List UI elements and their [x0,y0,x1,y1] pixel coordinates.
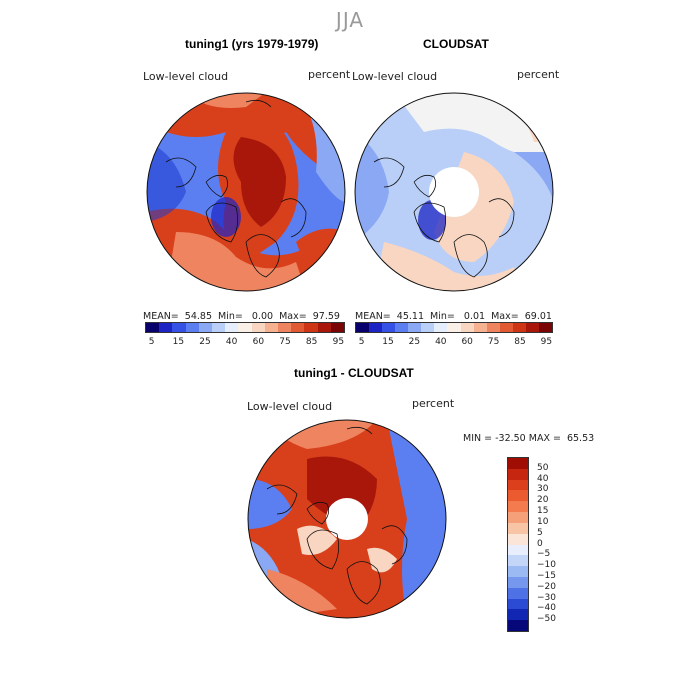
diff-variable-label: Low-level cloud [247,400,333,413]
colorbar-swatch [473,323,487,332]
colorbar-swatch [291,323,305,332]
left-stats: MEAN= 54.85 Min= 0.00 Max= 97.59 [143,311,340,322]
right-colorbar-ticks: 5 15 25 40 60 75 85 95 [355,337,553,349]
colorbar-swatch [508,533,528,545]
colorbar-swatch [508,587,528,599]
colorbar-tick-label: −40 [537,603,556,614]
colorbar-swatch [251,323,265,332]
colorbar-swatch [278,323,292,332]
colorbar-tick-label: 10 [537,516,549,527]
colorbar-tick-label: 40 [225,337,238,347]
right-units-label: percent [517,68,560,81]
colorbar-tick-label: 60 [461,337,473,347]
diff-units-label: percent [412,397,455,410]
left-units-label: percent [308,68,351,81]
colorbar-tick-label: 40 [435,337,447,347]
left-panel-title: tuning1 (yrs 1979-1979) [185,37,319,51]
colorbar-swatch [356,323,370,332]
colorbar-tick-label: −30 [537,592,556,603]
colorbar-swatch [159,323,173,332]
colorbar-tick-label: 20 [537,495,549,506]
colorbar-tick-label: 5 [358,337,365,347]
colorbar-swatch [508,468,528,480]
diff-panel-title: tuning1 - CLOUDSAT [294,366,414,380]
colorbar-tick-label: 60 [252,337,265,347]
colorbar-tick-label: 25 [408,337,421,347]
colorbar-swatch [508,501,528,513]
colorbar-tick-label: −5 [537,549,551,560]
colorbar-swatch [447,323,461,332]
colorbar-tick-label: 0 [537,538,543,549]
colorbar-swatch [264,323,279,332]
colorbar-tick-label: 30 [537,484,549,495]
colorbar-tick-label: 85 [305,337,318,347]
right-polar-map [354,92,554,292]
colorbar-swatch [508,479,528,491]
right-stats: MEAN= 45.11 Min= 0.01 Max= 69.01 [355,311,552,322]
diff-stats: MIN = -32.50 MAX = 65.53 [463,433,595,444]
colorbar-tick-label: 15 [172,337,185,347]
colorbar-tick-label: 15 [382,337,394,347]
diff-polar-map [247,419,447,619]
colorbar-swatch [460,323,474,332]
colorbar-swatch [369,323,383,332]
right-colorbar [355,322,553,333]
colorbar-tick-label: 85 [514,337,526,347]
left-polar-map [146,92,346,292]
colorbar-swatch [225,323,239,332]
colorbar-swatch [499,323,513,332]
colorbar-tick-label: −15 [537,570,556,581]
right-panel-title: CLOUDSAT [423,37,489,51]
colorbar-swatch [525,323,539,332]
colorbar-tick-label: 15 [537,506,549,517]
colorbar-swatch [508,576,528,588]
colorbar-tick-label: −20 [537,581,556,592]
colorbar-swatch [538,323,552,332]
colorbar-swatch [421,323,435,332]
colorbar-swatch [508,512,528,523]
colorbar-swatch [508,490,528,502]
colorbar-tick-label: 25 [199,337,211,347]
right-variable-label: Low-level cloud [352,70,438,83]
diff-colorbar [507,457,529,632]
colorbar-swatch [146,323,160,332]
colorbar-tick-label: 5 [148,337,155,347]
colorbar-swatch [317,323,331,332]
colorbar-tick-label: −10 [537,560,556,571]
colorbar-swatch [304,323,318,332]
colorbar-swatch [508,522,528,534]
colorbar-swatch [330,323,345,332]
colorbar-swatch [172,323,186,332]
colorbar-tick-label: 95 [540,337,553,347]
colorbar-swatch [238,323,252,332]
colorbar-swatch [512,323,526,332]
colorbar-swatch [508,458,528,469]
colorbar-swatch [185,323,199,332]
colorbar-tick-label: 75 [487,337,500,347]
colorbar-swatch [198,323,213,332]
diff-colorbar-ticks: 50 40 30 20 15 10 5 0 −5 −10 −15 −20 −30 −40 −50 [537,457,567,632]
colorbar-tick-label: 95 [332,337,345,347]
left-colorbar [145,322,345,333]
colorbar-swatch [508,566,528,577]
colorbar-tick-label: 50 [537,462,549,473]
colorbar-swatch [212,323,226,332]
colorbar-tick-label: −50 [537,614,556,625]
colorbar-swatch [382,323,396,332]
colorbar-swatch [434,323,448,332]
colorbar-tick-label: 5 [537,527,543,538]
colorbar-swatch [508,555,528,567]
colorbar-tick-label: 75 [279,337,291,347]
colorbar-swatch [486,323,500,332]
season-title: JJA [335,8,365,32]
colorbar-tick-label: 40 [537,473,549,484]
colorbar-swatch [508,609,528,621]
colorbar-swatch [508,544,528,556]
colorbar-swatch [408,323,422,332]
colorbar-swatch [508,620,528,631]
colorbar-swatch [395,323,409,332]
colorbar-swatch [508,598,528,610]
left-colorbar-ticks: 5 15 25 40 60 75 85 95 [145,337,345,349]
left-variable-label: Low-level cloud [143,70,229,83]
